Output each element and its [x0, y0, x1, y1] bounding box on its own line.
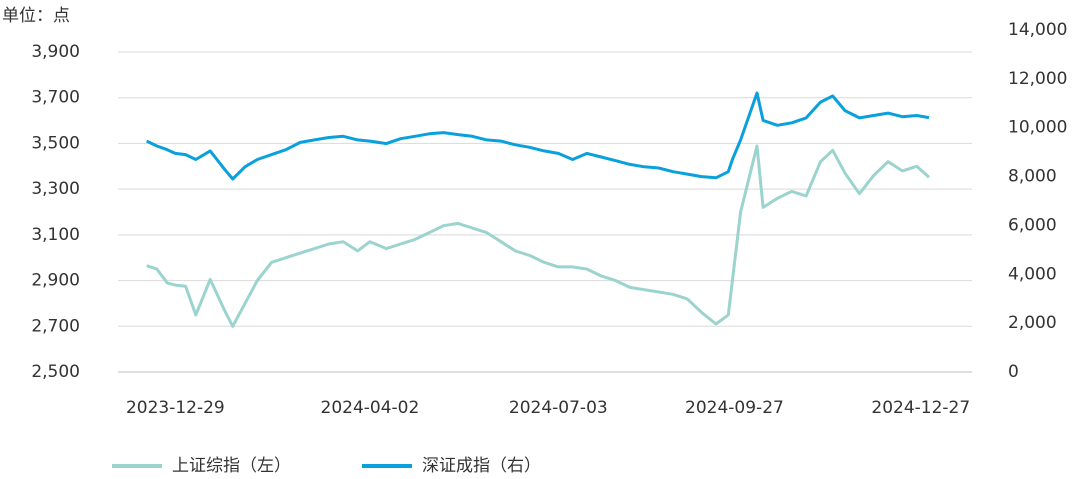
y2-tick-label: 6,000: [1008, 215, 1057, 235]
y2-tick-label: 2,000: [1008, 313, 1057, 333]
legend-label: 上证综指（左）: [172, 456, 291, 476]
legend-label: 深证成指（右）: [422, 456, 541, 476]
x-tick-label: 2024-09-27: [685, 398, 784, 418]
y-tick-label: 3,500: [31, 133, 80, 153]
y-tick-label: 2,900: [31, 271, 80, 291]
y2-tick-label: 10,000: [1008, 118, 1067, 138]
series-line: [146, 144, 930, 328]
y2-tick-label: 4,000: [1008, 264, 1057, 284]
x-tick-label: 2024-12-27: [871, 398, 970, 418]
y-tick-label: 3,900: [31, 42, 80, 62]
y2-tick-label: 8,000: [1008, 167, 1057, 187]
y2-tick-label: 12,000: [1008, 69, 1067, 89]
x-tick-label: 2023-12-29: [126, 398, 225, 418]
y2-tick-label: 14,000: [1008, 20, 1067, 40]
y-tick-label: 2,500: [31, 362, 80, 382]
y-tick-label: 3,300: [31, 179, 80, 199]
y-tick-label: 3,700: [31, 88, 80, 108]
x-tick-label: 2024-04-02: [321, 398, 420, 418]
y-axis-label: 单位：点: [2, 6, 70, 26]
x-tick-label: 2024-07-03: [509, 398, 608, 418]
y-tick-label: 2,700: [31, 316, 80, 336]
series-line: [146, 91, 930, 181]
y2-tick-label: 0: [1008, 362, 1019, 382]
y-tick-label: 3,100: [31, 225, 80, 245]
